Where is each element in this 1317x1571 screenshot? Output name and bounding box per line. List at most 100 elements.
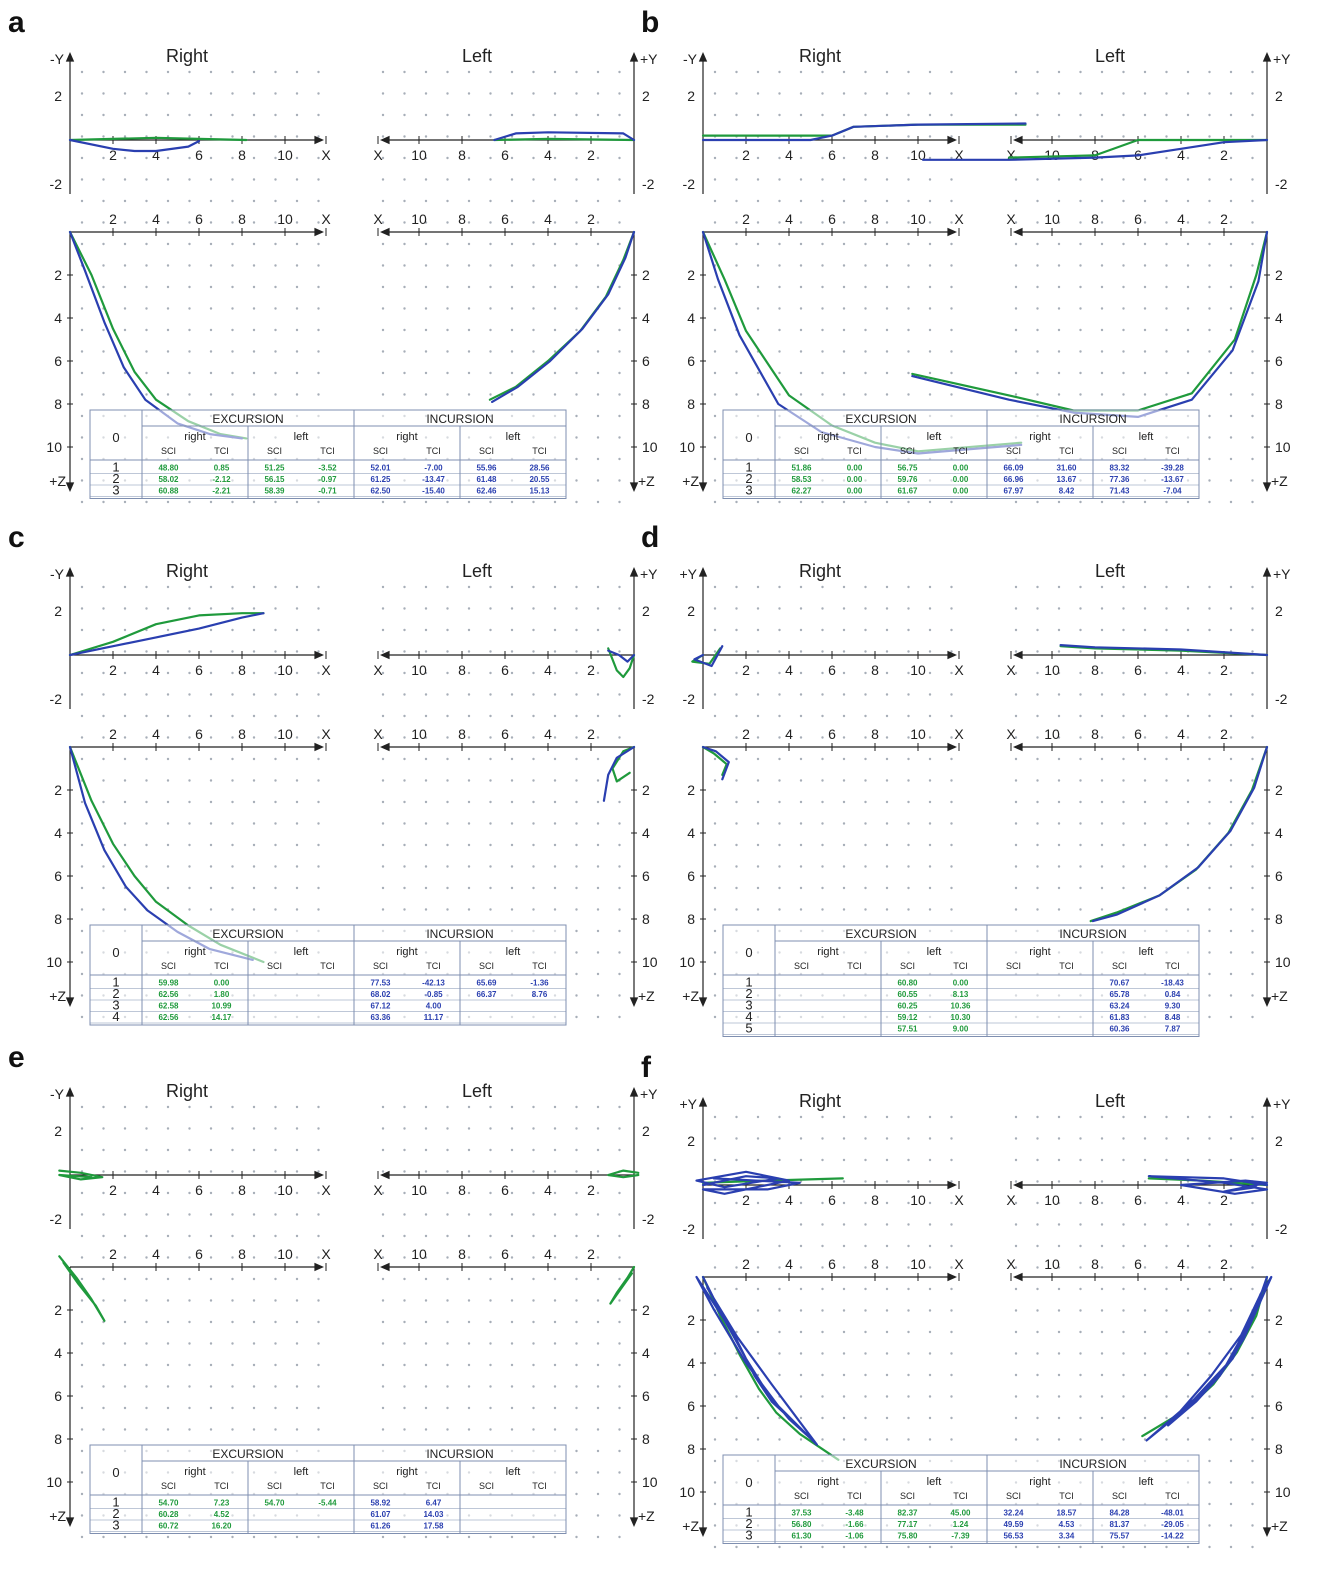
grid-dot bbox=[1057, 1330, 1061, 1334]
grid-dot bbox=[467, 221, 471, 224]
table-cell: -42.13 bbox=[422, 979, 445, 988]
grid-dot bbox=[864, 585, 867, 589]
grid-dot bbox=[102, 135, 105, 138]
grid-dot bbox=[821, 1266, 824, 1269]
grid-dot bbox=[553, 1406, 557, 1410]
grid-dot bbox=[1014, 1180, 1018, 1183]
grid-dot bbox=[885, 156, 889, 160]
table-row-number: 2 bbox=[745, 1516, 752, 1531]
grid-dot bbox=[295, 350, 299, 353]
table-corner: 0 bbox=[745, 430, 752, 445]
grid-dot bbox=[403, 1535, 406, 1539]
grid-dot bbox=[1229, 1502, 1233, 1506]
grid-dot bbox=[1079, 822, 1082, 825]
grid-dot bbox=[295, 1535, 299, 1539]
grid-dot bbox=[317, 1256, 320, 1259]
grid-dot bbox=[907, 264, 910, 267]
grid-dot bbox=[1251, 1395, 1254, 1398]
grid-dot bbox=[274, 1148, 277, 1152]
table-cell: 0.00 bbox=[953, 487, 969, 496]
grid-dot bbox=[1122, 350, 1125, 353]
grid-dot bbox=[575, 135, 578, 138]
grid-dot bbox=[1036, 779, 1039, 782]
grid-dot bbox=[928, 92, 932, 95]
grid-dot bbox=[553, 221, 557, 224]
grid-dot bbox=[1229, 70, 1233, 74]
grid-dot bbox=[231, 650, 234, 653]
grid-dot bbox=[756, 1266, 760, 1269]
grid-dot bbox=[1251, 779, 1254, 782]
grid-dot bbox=[317, 693, 320, 696]
grid-dot bbox=[252, 1342, 256, 1345]
grid-dot bbox=[489, 1234, 492, 1238]
grid-dot bbox=[1208, 1115, 1211, 1119]
grid-dot bbox=[553, 1170, 557, 1173]
grid-dot bbox=[1100, 908, 1104, 911]
table-frame bbox=[89, 1444, 567, 1534]
grid-dot bbox=[1143, 221, 1147, 224]
grid-dot bbox=[188, 328, 191, 332]
grid-dot bbox=[713, 350, 717, 353]
grid-dot bbox=[618, 1514, 621, 1517]
grid-dot bbox=[123, 1277, 127, 1281]
grid-dot bbox=[188, 607, 191, 610]
grid-dot bbox=[1057, 671, 1061, 675]
bottom-left-axis-label: +Z bbox=[682, 988, 699, 1004]
grid-dot bbox=[166, 1191, 170, 1195]
grid-dot bbox=[1122, 714, 1125, 718]
grid-dot bbox=[799, 800, 803, 804]
grid-dot bbox=[756, 221, 760, 224]
grid-dot bbox=[821, 865, 824, 868]
grid-dot bbox=[553, 113, 557, 117]
grid-dot bbox=[842, 500, 846, 504]
grid-dot bbox=[424, 843, 428, 847]
table-cell: 63.24 bbox=[1109, 1002, 1130, 1011]
grid-dot bbox=[553, 886, 557, 890]
grid-dot bbox=[596, 1234, 600, 1238]
grid-dot bbox=[188, 1428, 191, 1431]
grid-dot bbox=[209, 886, 213, 890]
grid-dot bbox=[1251, 393, 1254, 396]
grid-dot bbox=[575, 972, 578, 976]
grid-dot bbox=[274, 1385, 277, 1388]
incursion-header: INCURSION bbox=[426, 412, 493, 426]
series-line-right-z-blue bbox=[68, 230, 244, 440]
grid-dot bbox=[713, 1459, 717, 1463]
grid-dot bbox=[446, 1277, 449, 1281]
grid-dot bbox=[446, 865, 449, 868]
grid-dot bbox=[735, 70, 738, 74]
panel-label: c bbox=[8, 521, 25, 554]
grid-dot bbox=[145, 693, 148, 696]
grid-dot bbox=[1143, 757, 1147, 761]
grid-dot bbox=[864, 693, 867, 696]
grid-dot bbox=[252, 650, 256, 653]
table-cell: 20.55 bbox=[529, 475, 550, 484]
x-tick-label: 8 bbox=[238, 662, 246, 678]
grid-dot bbox=[123, 1385, 127, 1388]
grid-dot bbox=[102, 1127, 105, 1130]
grid-dot bbox=[713, 757, 717, 761]
grid-dot bbox=[252, 156, 256, 160]
grid-dot bbox=[510, 779, 514, 782]
grid-dot bbox=[618, 242, 621, 246]
grid-dot bbox=[575, 221, 578, 224]
grid-dot bbox=[885, 328, 889, 332]
grid-dot bbox=[80, 371, 84, 375]
grid-dot bbox=[821, 393, 824, 396]
grid-dot bbox=[123, 264, 127, 267]
grid-dot bbox=[166, 779, 170, 782]
grid-dot bbox=[489, 1127, 492, 1130]
grid-dot bbox=[424, 1406, 428, 1410]
x-tick-label: 6 bbox=[501, 1182, 509, 1198]
grid-dot bbox=[799, 1158, 803, 1162]
grid-dot bbox=[489, 1299, 492, 1302]
grid-dot bbox=[1251, 1330, 1254, 1334]
grid-dot bbox=[510, 1363, 514, 1367]
z-tick-label: 10 bbox=[1275, 1484, 1291, 1500]
grid-dot bbox=[424, 585, 428, 589]
grid-dot bbox=[295, 714, 299, 718]
grid-dot bbox=[467, 908, 471, 911]
grid-dot bbox=[885, 800, 889, 804]
grid-dot bbox=[553, 371, 557, 375]
grid-dot bbox=[274, 628, 277, 632]
